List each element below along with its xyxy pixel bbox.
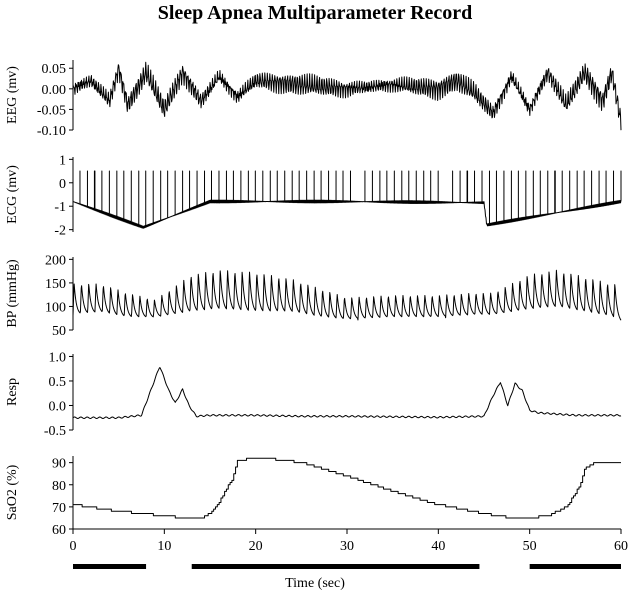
y-tick-label: 100	[45, 300, 66, 315]
x-axis-label: Time (sec)	[285, 576, 345, 591]
y-axis-label: SaO2 (%)	[5, 464, 20, 520]
panels-layer: 0.05 0.00 -0.05 -0.10 EEG (mv) 1 0 -1 -2 ECG (mv)…	[5, 60, 622, 538]
panel-ecg-mv: 1 0 -1 -2 ECG (mv)	[5, 153, 622, 239]
y-tick-label: 0.00	[42, 83, 67, 98]
y-axis-label: BP (mmHg)	[5, 259, 20, 328]
y-tick-label: 60	[52, 523, 66, 538]
y-tick-label: 0	[59, 177, 66, 192]
panel-eeg-mv: 0.05 0.00 -0.05 -0.10 EEG (mv)	[5, 60, 622, 139]
x-tick-label: 0	[70, 539, 77, 554]
series-line-resp	[72, 367, 622, 419]
y-tick-label: 90	[52, 457, 66, 472]
series-line-eeg-mv	[72, 61, 622, 131]
y-tick-label: -2	[54, 224, 66, 239]
y-tick-label: -0.05	[37, 103, 66, 118]
x-axis: 0 10 20 30 40 50 60	[70, 528, 628, 554]
annotation-bar	[73, 564, 147, 569]
x-tick-label: 60	[614, 539, 628, 554]
y-tick-label: 50	[52, 324, 66, 339]
y-tick-label: 0.5	[49, 375, 67, 390]
annotation-bar	[529, 564, 621, 569]
panel-sao2: 90 80 70 60 SaO2 (%)	[5, 456, 621, 538]
x-tick-label: 40	[431, 539, 445, 554]
x-tick-label: 50	[523, 539, 537, 554]
y-tick-label: 80	[52, 479, 66, 494]
series-line-sao2	[73, 457, 621, 519]
y-tick-label: 1	[59, 153, 66, 168]
y-tick-label: 70	[52, 501, 66, 516]
x-tick-label: 20	[249, 539, 263, 554]
y-tick-label: 1.0	[49, 350, 67, 365]
x-tick-label: 30	[340, 539, 354, 554]
y-tick-label: -0.5	[44, 424, 66, 439]
annotation-bar	[191, 564, 480, 569]
y-tick-label: 0.0	[49, 399, 67, 414]
panel-bp-mmhg: 200 150 100 50 BP (mmHg)	[5, 253, 622, 339]
y-axis-label: EEG (mv)	[5, 66, 20, 124]
chart-title: Sleep Apnea Multiparameter Record	[157, 2, 473, 24]
x-tick-label: 10	[157, 539, 171, 554]
y-tick-label: -0.10	[37, 124, 66, 139]
y-tick-label: 200	[45, 253, 66, 268]
annotation-bars	[73, 564, 621, 569]
y-tick-label: 150	[45, 277, 66, 292]
series-line-ecg-mv	[72, 170, 622, 229]
y-axis-label: Resp	[5, 378, 20, 406]
series-line-bp-mmhg	[72, 269, 622, 321]
y-tick-label: 0.05	[42, 62, 67, 77]
y-axis-label: ECG (mv)	[5, 165, 20, 224]
panel-resp: 1.0 0.5 0.0 -0.5 Resp	[5, 350, 622, 439]
y-tick-label: -1	[54, 200, 66, 215]
